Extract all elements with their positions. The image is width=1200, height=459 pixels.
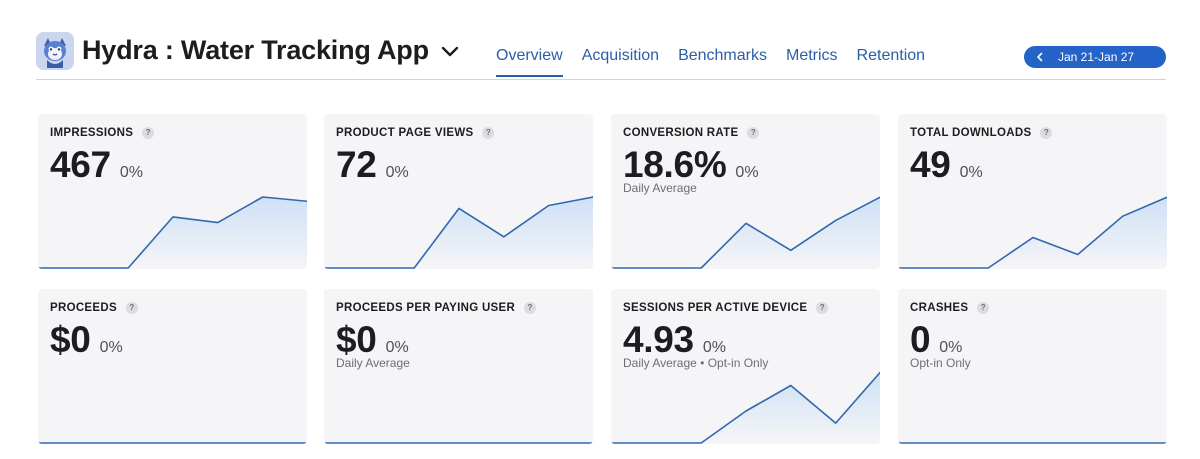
sparkline-chart xyxy=(38,196,307,269)
metric-value: 0 xyxy=(910,319,931,360)
metric-title: CONVERSION RATE? xyxy=(623,127,760,139)
metric-value-row: $0 0% xyxy=(336,319,409,361)
sparkline-line xyxy=(611,196,880,269)
metric-title: SESSIONS PER ACTIVE DEVICE? xyxy=(623,302,829,314)
metric-value-row: $0 0% xyxy=(50,319,123,361)
metric-title-label: PROCEEDS PER PAYING USER xyxy=(336,302,516,314)
metric-title-label: PROCEEDS xyxy=(50,302,117,314)
metric-title-label: PRODUCT PAGE VIEWS xyxy=(336,127,474,139)
metric-value: 4.93 xyxy=(623,319,694,360)
sparkline-chart xyxy=(324,196,593,269)
metric-value: $0 xyxy=(336,319,377,360)
app-title[interactable]: Hydra : Water Tracking App xyxy=(82,35,429,65)
sparkline-area xyxy=(38,197,307,268)
tab-metrics[interactable]: Metrics xyxy=(785,47,838,64)
metric-title-label: SESSIONS PER ACTIVE DEVICE xyxy=(623,302,808,314)
metric-value-row: 72 0% xyxy=(336,144,409,186)
metric-title-label: IMPRESSIONS xyxy=(50,127,134,139)
tab-overview[interactable]: Overview xyxy=(496,47,563,77)
metric-value-row: 467 0% xyxy=(50,144,143,186)
metric-card-proceeds-per-paying-user[interactable]: PROCEEDS PER PAYING USER? $0 0% Daily Avera… xyxy=(324,289,593,444)
tab-retention[interactable]: Retention xyxy=(856,47,926,64)
sparkline-line xyxy=(38,196,307,269)
sparkline-line xyxy=(324,196,593,269)
help-icon[interactable]: ? xyxy=(816,302,829,314)
sparkline-line xyxy=(611,371,880,444)
metric-title-label: CRASHES xyxy=(910,302,969,314)
metric-title: CRASHES? xyxy=(910,302,990,314)
metric-change: 0% xyxy=(385,164,409,181)
sparkline-area xyxy=(611,197,880,268)
date-range-button[interactable]: Jan 21-Jan 27 xyxy=(1024,46,1166,68)
sparkline-area xyxy=(324,197,593,268)
metric-title: PROCEEDS? xyxy=(50,302,138,314)
metric-subtitle: Opt-in Only xyxy=(910,356,971,370)
sparkline-chart xyxy=(324,442,593,444)
metric-title-label: CONVERSION RATE xyxy=(623,127,739,139)
sparkline-chart xyxy=(611,371,880,444)
metric-title: TOTAL DOWNLOADS? xyxy=(910,127,1053,139)
sparkline-area xyxy=(898,197,1167,268)
metric-subtitle: Daily Average • Opt-in Only xyxy=(623,356,769,370)
metric-card-conversion-rate[interactable]: CONVERSION RATE? 18.6% 0% Daily Average xyxy=(611,114,880,269)
sparkline-chart xyxy=(38,442,307,444)
help-icon[interactable]: ? xyxy=(142,127,155,139)
metric-title: PROCEEDS PER PAYING USER? xyxy=(336,302,537,314)
app-header: Hydra : Water Tracking App Overview Acqu… xyxy=(36,30,1166,80)
metric-value: 49 xyxy=(910,144,951,185)
metric-card-total-downloads[interactable]: TOTAL DOWNLOADS? 49 0% xyxy=(898,114,1167,269)
metric-card-product-page-views[interactable]: PRODUCT PAGE VIEWS? 72 0% xyxy=(324,114,593,269)
help-icon[interactable]: ? xyxy=(482,127,495,139)
metric-value-row: 49 0% xyxy=(910,144,983,186)
metric-card-crashes[interactable]: CRASHES? 0 0% Opt-in Only xyxy=(898,289,1167,444)
metric-change: 0% xyxy=(939,339,963,356)
metric-card-proceeds[interactable]: PROCEEDS? $0 0% xyxy=(38,289,307,444)
tab-benchmarks[interactable]: Benchmarks xyxy=(678,47,767,64)
metric-change: 0% xyxy=(99,339,123,356)
sparkline-chart xyxy=(898,442,1167,444)
tab-acquisition[interactable]: Acquisition xyxy=(581,47,660,64)
metric-title-label: TOTAL DOWNLOADS xyxy=(910,127,1032,139)
metric-value-row: 4.93 0% xyxy=(623,319,726,361)
help-icon[interactable]: ? xyxy=(125,302,138,314)
metric-title: IMPRESSIONS? xyxy=(50,127,155,139)
metric-subtitle: Daily Average xyxy=(336,356,410,370)
date-range-label: Jan 21-Jan 27 xyxy=(1058,50,1135,64)
metric-title: PRODUCT PAGE VIEWS? xyxy=(336,127,495,139)
chevron-left-icon[interactable] xyxy=(1033,50,1047,64)
metric-value: $0 xyxy=(50,319,91,360)
metric-change: 0% xyxy=(735,164,759,181)
metric-change: 0% xyxy=(385,339,409,356)
metric-value: 72 xyxy=(336,144,377,185)
metric-change: 0% xyxy=(702,339,726,356)
sparkline-chart xyxy=(611,196,880,269)
sparkline-line xyxy=(898,196,1167,269)
metric-value-row: 0 0% xyxy=(910,319,962,361)
help-icon[interactable]: ? xyxy=(977,302,990,314)
metric-subtitle: Daily Average xyxy=(623,181,697,195)
metric-change: 0% xyxy=(959,164,983,181)
sparkline-chart xyxy=(898,196,1167,269)
help-icon[interactable]: ? xyxy=(747,127,760,139)
tab-bar: Overview Acquisition Benchmarks Metrics … xyxy=(496,47,926,77)
app-mascot-icon[interactable] xyxy=(36,32,74,70)
metric-value-row: 18.6% 0% xyxy=(623,144,759,186)
help-icon[interactable]: ? xyxy=(524,302,537,314)
metric-card-sessions-per-active-device[interactable]: SESSIONS PER ACTIVE DEVICE? 4.93 0% Daily A… xyxy=(611,289,880,444)
help-icon[interactable]: ? xyxy=(1040,127,1053,139)
metric-change: 0% xyxy=(119,164,143,181)
sparkline-area xyxy=(611,372,880,443)
metric-value: 18.6% xyxy=(623,144,727,185)
metric-value: 467 xyxy=(50,144,111,185)
chevron-down-icon[interactable] xyxy=(440,42,460,62)
metric-card-impressions[interactable]: IMPRESSIONS? 467 0% xyxy=(38,114,307,269)
